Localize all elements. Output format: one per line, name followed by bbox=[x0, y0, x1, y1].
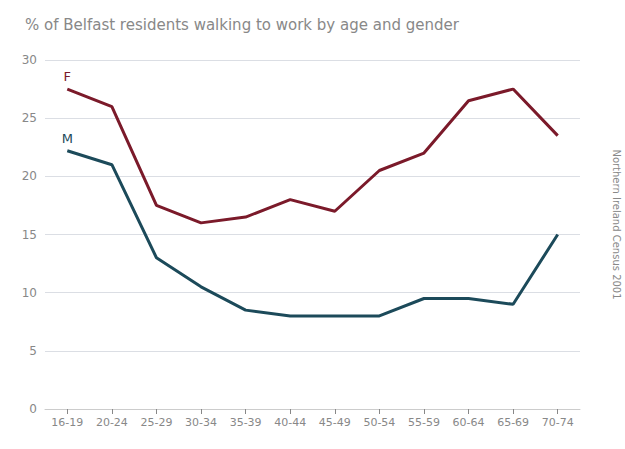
svg-text:45-49: 45-49 bbox=[319, 416, 351, 429]
svg-text:15: 15 bbox=[22, 228, 37, 242]
svg-text:F: F bbox=[64, 69, 71, 84]
svg-text:20-24: 20-24 bbox=[96, 416, 128, 429]
svg-text:Northern Ireland Census 2001: Northern Ireland Census 2001 bbox=[611, 149, 622, 299]
svg-text:M: M bbox=[62, 131, 73, 146]
svg-text:30-34: 30-34 bbox=[185, 416, 217, 429]
svg-text:% of Belfast residents walking: % of Belfast residents walking to work b… bbox=[25, 16, 460, 34]
svg-text:16-19: 16-19 bbox=[51, 416, 83, 429]
svg-text:5: 5 bbox=[29, 344, 37, 358]
svg-text:30: 30 bbox=[22, 53, 37, 67]
svg-text:20: 20 bbox=[22, 169, 37, 183]
svg-text:0: 0 bbox=[29, 402, 37, 416]
svg-text:40-44: 40-44 bbox=[274, 416, 306, 429]
svg-text:35-39: 35-39 bbox=[230, 416, 262, 429]
svg-text:70-74: 70-74 bbox=[542, 416, 574, 429]
svg-text:10: 10 bbox=[22, 286, 37, 300]
svg-text:55-59: 55-59 bbox=[408, 416, 440, 429]
svg-text:25-29: 25-29 bbox=[140, 416, 172, 429]
svg-text:50-54: 50-54 bbox=[363, 416, 395, 429]
svg-text:60-64: 60-64 bbox=[453, 416, 485, 429]
svg-text:65-69: 65-69 bbox=[497, 416, 529, 429]
svg-text:25: 25 bbox=[22, 111, 37, 125]
